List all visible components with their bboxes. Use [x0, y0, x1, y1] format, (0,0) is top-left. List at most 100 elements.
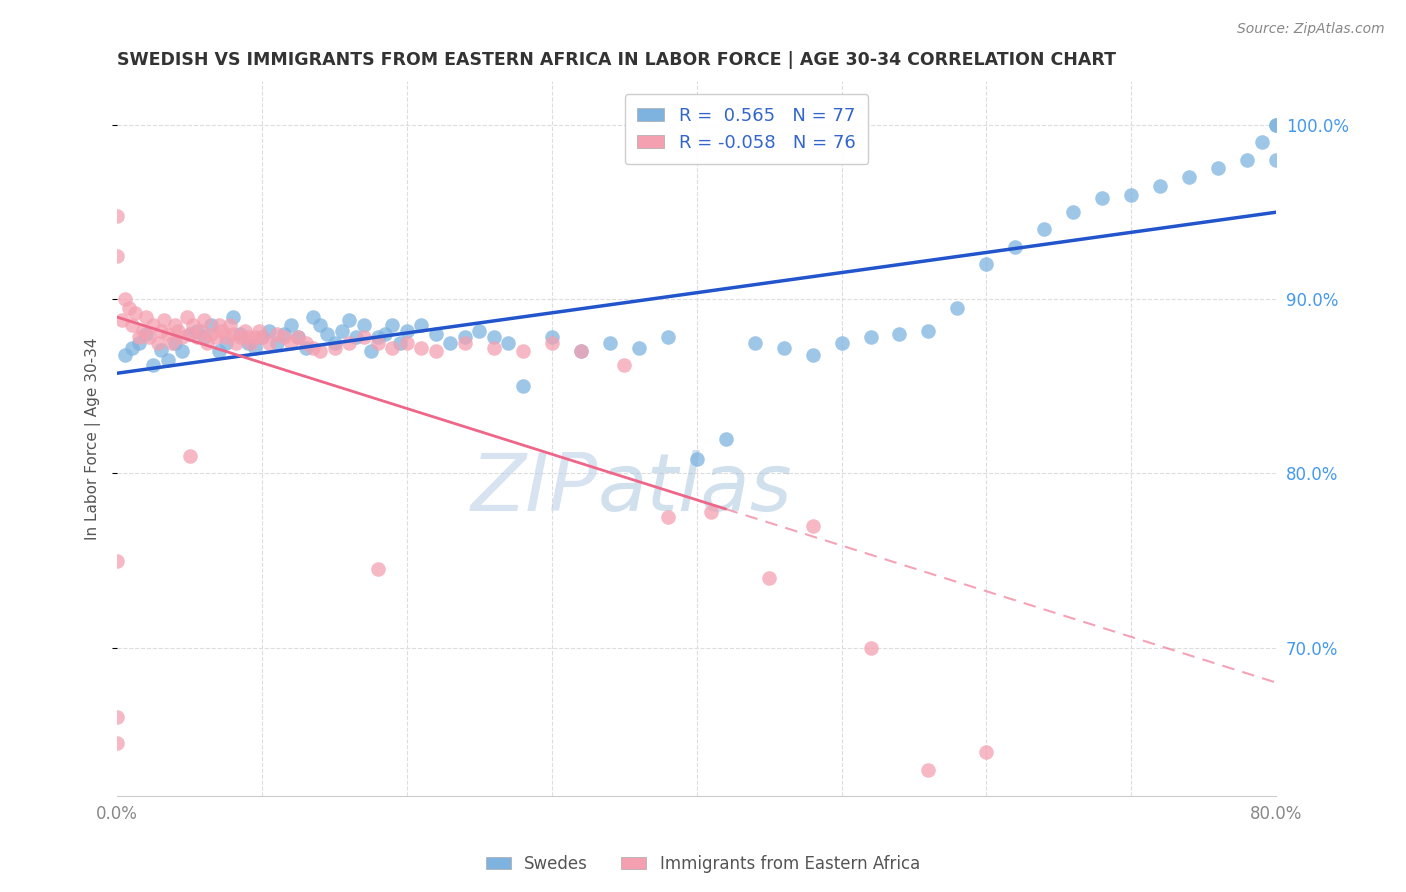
Point	[686, 452, 709, 467]
Point	[1062, 205, 1084, 219]
Point	[121, 318, 143, 333]
Point	[142, 359, 165, 373]
Point	[309, 318, 332, 333]
Point	[613, 359, 636, 373]
Point	[229, 330, 252, 344]
Point	[323, 335, 346, 350]
Point	[135, 326, 157, 341]
Point	[105, 710, 128, 724]
Point	[1265, 118, 1288, 132]
Point	[204, 330, 226, 344]
Point	[273, 326, 295, 341]
Point	[105, 249, 128, 263]
Point	[179, 326, 201, 341]
Point	[195, 335, 218, 350]
Point	[367, 335, 389, 350]
Point	[454, 335, 477, 350]
Point	[468, 324, 491, 338]
Point	[657, 330, 679, 344]
Point	[280, 335, 302, 350]
Point	[512, 379, 534, 393]
Point	[208, 344, 231, 359]
Point	[889, 326, 911, 341]
Point	[165, 335, 187, 350]
Point	[273, 330, 295, 344]
Point	[165, 318, 187, 333]
Point	[172, 344, 194, 359]
Point	[1033, 222, 1056, 236]
Point	[280, 318, 302, 333]
Point	[105, 737, 128, 751]
Point	[337, 335, 360, 350]
Point	[1091, 191, 1114, 205]
Legend: Swedes, Immigrants from Eastern Africa: Swedes, Immigrants from Eastern Africa	[479, 848, 927, 880]
Point	[425, 344, 447, 359]
Point	[146, 335, 169, 350]
Point	[179, 449, 201, 463]
Point	[193, 313, 215, 327]
Point	[512, 344, 534, 359]
Point	[1236, 153, 1258, 167]
Point	[1265, 118, 1288, 132]
Point	[186, 324, 208, 338]
Point	[135, 310, 157, 324]
Point	[1178, 170, 1201, 185]
Point	[425, 326, 447, 341]
Point	[714, 432, 737, 446]
Point	[381, 341, 404, 355]
Legend: R =  0.565   N = 77, R = -0.058   N = 76: R = 0.565 N = 77, R = -0.058 N = 76	[624, 94, 868, 164]
Point	[599, 335, 621, 350]
Point	[176, 310, 198, 324]
Point	[114, 292, 136, 306]
Point	[215, 335, 238, 350]
Point	[976, 257, 998, 271]
Point	[367, 330, 389, 344]
Point	[229, 326, 252, 341]
Point	[337, 313, 360, 327]
Point	[1206, 161, 1229, 176]
Point	[294, 341, 316, 355]
Point	[152, 313, 174, 327]
Point	[225, 335, 247, 350]
Point	[294, 335, 316, 350]
Point	[250, 330, 273, 344]
Point	[1265, 153, 1288, 167]
Point	[744, 335, 766, 350]
Point	[121, 341, 143, 355]
Point	[233, 324, 256, 338]
Point	[859, 330, 882, 344]
Point	[482, 341, 505, 355]
Point	[569, 344, 592, 359]
Text: atlas: atlas	[598, 450, 793, 527]
Point	[1004, 240, 1026, 254]
Point	[657, 510, 679, 524]
Point	[247, 324, 270, 338]
Point	[498, 335, 520, 350]
Point	[132, 324, 155, 338]
Point	[193, 330, 215, 344]
Point	[374, 326, 396, 341]
Point	[1149, 178, 1171, 193]
Point	[395, 324, 418, 338]
Point	[569, 344, 592, 359]
Point	[222, 310, 245, 324]
Point	[149, 343, 172, 357]
Point	[439, 335, 461, 350]
Point	[266, 335, 288, 350]
Y-axis label: In Labor Force | Age 30-34: In Labor Force | Age 30-34	[86, 337, 101, 540]
Point	[172, 330, 194, 344]
Point	[395, 335, 418, 350]
Point	[181, 318, 204, 333]
Point	[353, 330, 375, 344]
Point	[801, 348, 824, 362]
Point	[239, 335, 262, 350]
Text: ZIP: ZIP	[471, 450, 598, 527]
Point	[142, 318, 165, 333]
Point	[105, 209, 128, 223]
Point	[222, 326, 245, 341]
Point	[215, 330, 238, 344]
Text: SWEDISH VS IMMIGRANTS FROM EASTERN AFRICA IN LABOR FORCE | AGE 30-34 CORRELATION: SWEDISH VS IMMIGRANTS FROM EASTERN AFRIC…	[117, 51, 1116, 69]
Point	[259, 335, 281, 350]
Point	[316, 326, 339, 341]
Point	[243, 330, 266, 344]
